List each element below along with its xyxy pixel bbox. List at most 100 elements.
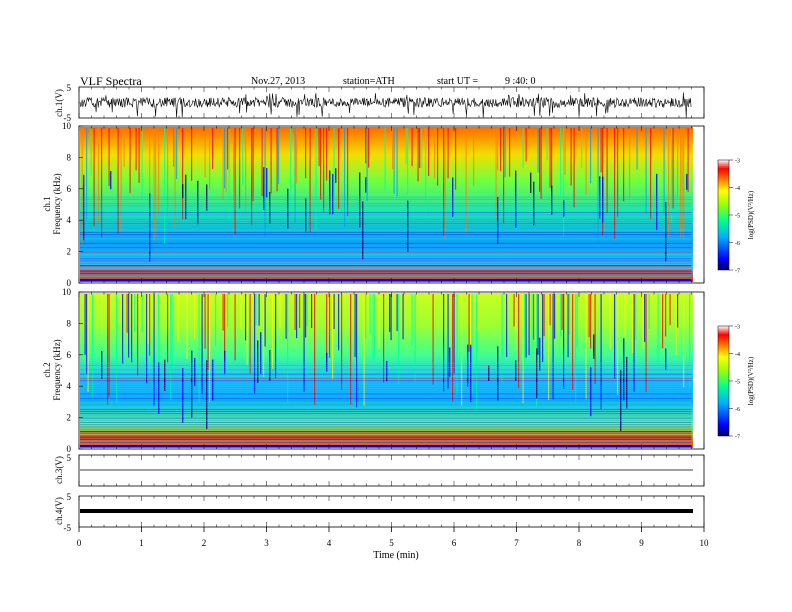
spectrogram-streak <box>393 128 395 194</box>
spectrogram-band <box>80 382 692 384</box>
spectrogram-streak <box>378 294 380 350</box>
y-tick-label: 2 <box>67 247 72 257</box>
spectrogram-streak <box>390 294 392 341</box>
spectrogram-streak <box>245 128 247 222</box>
spectrogram-streak <box>384 128 386 190</box>
colorbar-tick-label: -3 <box>735 325 740 331</box>
spectrogram-dropout <box>191 350 193 418</box>
spectrogram-streak <box>108 294 110 398</box>
spectrogram-dropout <box>407 200 409 252</box>
spectrogram-streak <box>573 128 575 208</box>
spectrogram-streak <box>617 294 619 396</box>
y-tick-label: 4 <box>67 381 72 391</box>
spectrogram-streak <box>320 128 322 200</box>
spectrogram-band <box>80 424 692 426</box>
spectrogram-streak <box>146 294 148 384</box>
ch1-waveform-ylabel: ch.1(V) <box>54 89 64 117</box>
y-tick-label: 0 <box>67 278 72 288</box>
spectrogram-dropout <box>593 334 595 359</box>
spectrogram-streak <box>279 294 281 328</box>
spectrogram-dropout <box>497 346 499 401</box>
spectrogram-streak <box>417 128 419 182</box>
spectrogram-dropout <box>623 338 625 401</box>
spectrogram-streak <box>518 294 520 389</box>
x-tick-label: 10 <box>700 538 710 548</box>
y-tick-label: 8 <box>67 318 72 328</box>
spectrogram-streak <box>170 294 172 401</box>
spectrogram-streak <box>549 294 551 326</box>
spectrogram-streak <box>560 294 562 337</box>
spectrogram-band <box>80 240 692 242</box>
spectrogram-streak <box>506 294 508 358</box>
spectrogram-streak <box>153 128 155 241</box>
spectrogram-streak <box>338 128 340 210</box>
spectrogram-streak <box>369 294 371 335</box>
spectrogram-streak <box>662 294 664 349</box>
spectrogram-streak <box>311 294 313 329</box>
spectrogram-dropout <box>449 347 451 378</box>
spectrogram-band <box>80 203 692 205</box>
spectrogram-streak <box>473 128 475 186</box>
spectrogram-streak <box>392 128 394 170</box>
spectrogram-band <box>80 258 692 260</box>
spectrogram-band <box>80 212 692 213</box>
spectrogram-streak <box>590 294 592 349</box>
spectrogram-streak <box>537 294 539 355</box>
y-tick-label: 6 <box>67 350 72 360</box>
spectrogram-dropout <box>269 350 271 381</box>
spectrogram-streak <box>368 128 370 168</box>
spectrogram-streak <box>204 128 206 178</box>
spectrogram-band <box>80 400 692 401</box>
spectrogram-streak <box>677 128 679 197</box>
spectrogram-streak <box>515 294 517 350</box>
spectrogram-streak <box>149 294 151 356</box>
spectrogram-band <box>80 196 692 198</box>
spectrogram-band <box>80 404 692 406</box>
spectrogram-streak <box>477 294 479 331</box>
x-tick-label: 7 <box>514 538 519 548</box>
colorbar-ch1-label: log(PSD)(V²/Hz) <box>747 190 755 239</box>
x-axis-label: Time (min) <box>373 550 418 561</box>
spectrogram-streak <box>86 128 88 220</box>
spectrogram-dropout <box>185 174 187 220</box>
spectrogram-band <box>80 406 692 408</box>
spectrogram-dropout <box>602 176 604 223</box>
spectrogram-streak <box>287 294 289 403</box>
spectrogram-dropout <box>224 350 226 374</box>
spectrogram-streak <box>239 128 241 209</box>
spectrogram-streak <box>123 128 125 167</box>
spectrogram-streak <box>524 294 526 371</box>
spectrogram-streak <box>609 294 611 350</box>
spectrogram-streak <box>299 294 301 329</box>
spectrogram-streak <box>246 294 248 365</box>
spectrogram-streak <box>543 294 545 337</box>
spectrogram-streak <box>585 294 587 400</box>
spectrogram-dropout <box>536 348 538 399</box>
spectrogram-streak <box>563 128 565 237</box>
spectrogram-streak <box>149 128 151 198</box>
spectrogram-band <box>80 364 692 366</box>
spectrogram-band <box>80 247 692 249</box>
spectrogram-dropout <box>83 174 85 241</box>
spectrogram-streak <box>576 294 578 348</box>
spectrogram-band <box>80 439 692 441</box>
spectrogram-streak <box>407 128 409 195</box>
x-tick-label: 5 <box>389 538 394 548</box>
spectrogram-band <box>80 435 692 437</box>
spectrogram-band <box>80 253 692 255</box>
spectrogram-streak <box>147 294 149 345</box>
spectrogram-streak <box>683 294 685 388</box>
spectrogram-streak <box>540 128 542 199</box>
spectrogram-band <box>80 408 692 410</box>
spectrogram-streak <box>350 294 352 405</box>
spectrogram-streak <box>225 128 227 193</box>
spectrogram-streak <box>198 294 200 402</box>
spectrogram-streak <box>471 294 473 395</box>
spectrogram-streak <box>456 294 458 395</box>
spectrogram-streak <box>522 128 524 168</box>
spectrogram-dropout <box>488 365 490 381</box>
ch2-spec-yticks: 0 2 4 6 8 10 <box>62 287 83 454</box>
x-tick-label: 0 <box>77 538 82 548</box>
spectrogram-streak <box>372 294 374 361</box>
spectrogram-streak <box>270 128 272 194</box>
